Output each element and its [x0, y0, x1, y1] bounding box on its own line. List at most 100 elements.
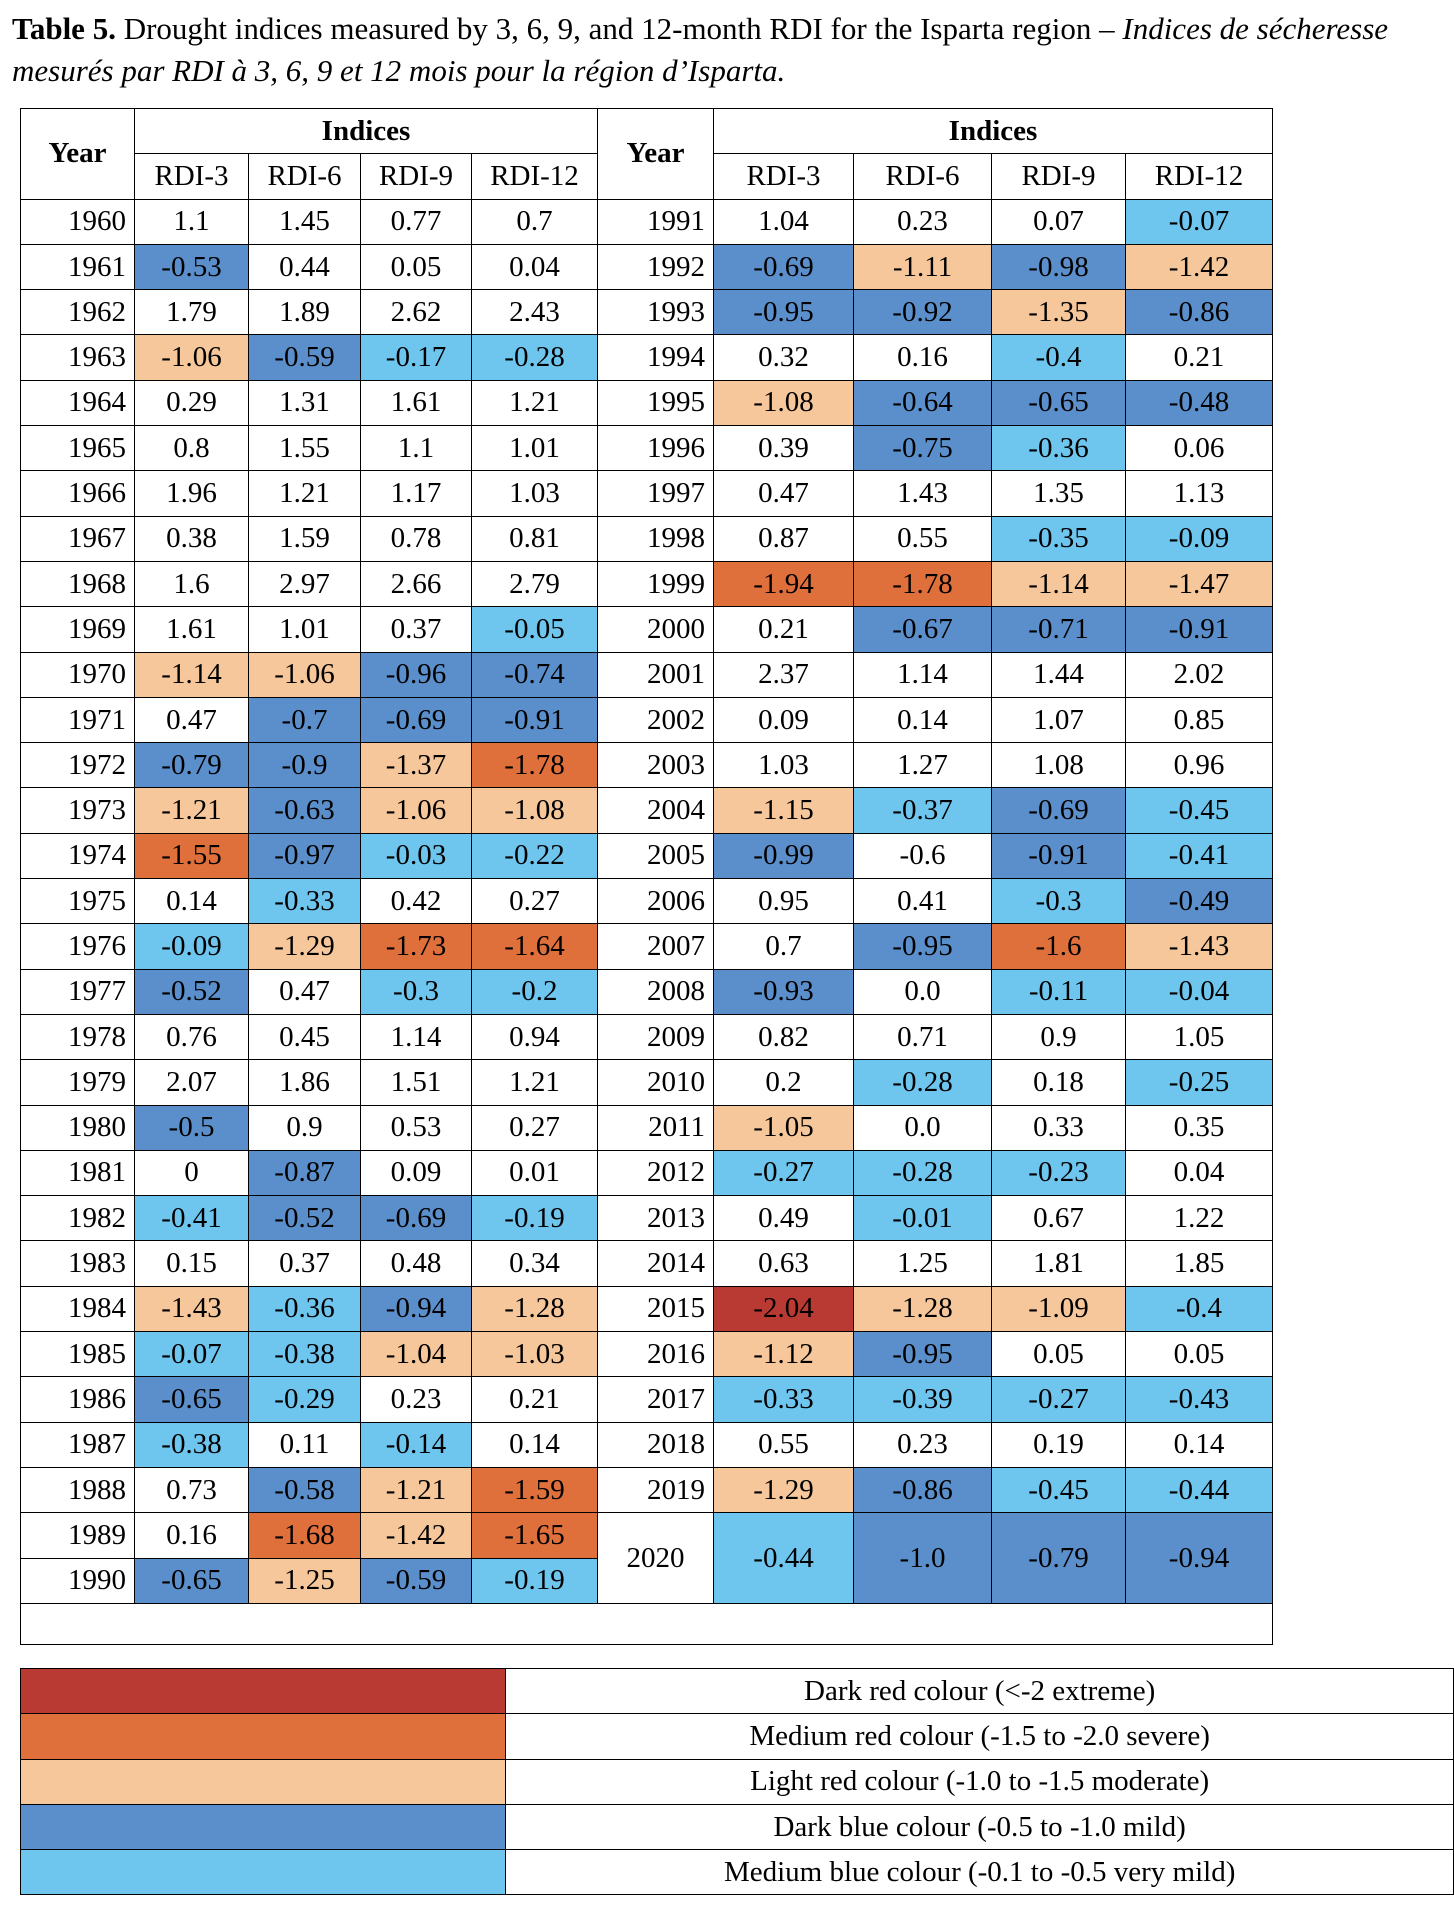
rdi-value-cell: 2.37 — [713, 651, 854, 698]
rdi-value-cell: 0.33 — [991, 1104, 1126, 1151]
rdi-value-cell: 0.23 — [360, 1376, 472, 1423]
legend-row: Medium blue colour (-0.1 to -0.5 very mi… — [19, 1849, 1454, 1896]
table-row: 1961 -0.53 0.44 0.05 0.04 1992 -0.69 -1.11 -0.98… — [20, 243, 1273, 291]
rdi-value-cell: -0.3 — [991, 878, 1126, 925]
year-cell: 1988 — [20, 1466, 135, 1514]
rdi-value-cell: 1.96 — [134, 470, 249, 517]
rdi-value-cell: -0.09 — [134, 923, 249, 970]
legend-swatch — [19, 1713, 507, 1760]
year-cell: 1960 — [20, 198, 135, 245]
legend-label: Medium red colour (-1.5 to -2.0 severe) — [505, 1713, 1454, 1760]
year-cell: 2009 — [597, 1013, 714, 1061]
rdi-value-cell: 0.81 — [471, 515, 598, 562]
rdi-value-cell: 0.16 — [853, 334, 992, 381]
rdi-value-cell: -0.94 — [360, 1285, 472, 1333]
rdi-value-cell: 0.29 — [134, 379, 249, 427]
year-header-right: Year — [597, 108, 714, 200]
rdi-value-cell: 1.08 — [991, 742, 1126, 789]
table-row: 1970 -1.14 -1.06 -0.96 -0.74 2001 2.37 1.14 1.44… — [20, 651, 1273, 698]
rdi-value-cell: -0.45 — [1125, 787, 1273, 834]
table-row: 1985 -0.07 -0.38 -1.04 -1.03 2016 -1.12 -0.95 0.… — [20, 1331, 1273, 1378]
col-header-rdi-9-right: RDI-9 — [991, 153, 1126, 200]
table-row: 1988 0.73 -0.58 -1.21 -1.59 2019 -1.29 -0.86 -0.… — [20, 1466, 1273, 1514]
rdi-value-cell: -0.91 — [991, 832, 1126, 880]
rdi-value-cell: -0.86 — [853, 1466, 992, 1514]
year-cell: 1974 — [20, 832, 135, 880]
rdi-value-cell: -0.87 — [248, 1149, 361, 1197]
year-cell: 1961 — [20, 243, 135, 291]
rdi-table: Year Indices Year Indices RDI-3 RDI-6 RD… — [20, 107, 1273, 1645]
table-row: 1984 -1.43 -0.36 -0.94 -1.28 2015 -2.04 -1.28 -1… — [20, 1285, 1273, 1333]
year-cell: 2008 — [597, 968, 714, 1015]
year-cell: 2011 — [597, 1104, 714, 1151]
legend-label: Dark blue colour (-0.5 to -1.0 mild) — [505, 1803, 1454, 1851]
rdi-value-cell: 1.1 — [134, 198, 249, 245]
rdi-value-cell: 0.19 — [991, 1421, 1126, 1468]
year-cell: 2010 — [597, 1059, 714, 1106]
rdi-value-cell: -0.28 — [853, 1149, 992, 1197]
year-cell: 1965 — [20, 425, 135, 472]
rdi-value-cell: -0.44 — [713, 1512, 854, 1604]
legend-row: Dark blue colour (-0.5 to -1.0 mild) — [19, 1803, 1454, 1851]
year-cell: 2007 — [597, 923, 714, 970]
rdi-value-cell: 0.49 — [713, 1195, 854, 1242]
rdi-value-cell: -0.39 — [853, 1376, 992, 1423]
table-row: 1975 0.14 -0.33 0.42 0.27 2006 0.95 0.41 -0.3 -0.… — [20, 878, 1273, 925]
rdi-value-cell: 1.51 — [360, 1059, 472, 1106]
legend-label: Medium blue colour (-0.1 to -0.5 very mi… — [505, 1849, 1454, 1896]
year-cell: 1970 — [20, 651, 135, 698]
year-cell: 1987 — [20, 1421, 135, 1468]
header-row-2: RDI-3 RDI-6 RDI-9 RDI-12 RDI-3 RDI-6 RDI… — [21, 153, 1273, 200]
table-body: 1960 1.1 1.45 0.77 0.7 1991 1.04 0.23 0.07 -0.07 1… — [20, 198, 1273, 1645]
rdi-value-cell: 0.96 — [1125, 742, 1273, 789]
rdi-value-cell: -0.65 — [991, 379, 1126, 427]
rdi-value-cell: -0.17 — [360, 334, 472, 381]
rdi-value-cell: 0.32 — [713, 334, 854, 381]
year-cell: 1962 — [20, 289, 135, 336]
rdi-value-cell: 0.95 — [713, 878, 854, 925]
rdi-value-cell: 0.7 — [713, 923, 854, 970]
rdi-value-cell: 2.97 — [248, 560, 361, 608]
year-cell: 1964 — [20, 379, 135, 427]
table-row: 1981 0 -0.87 0.09 0.01 2012 -0.27 -0.28 -0.23 0.0… — [20, 1149, 1273, 1197]
rdi-value-cell: -1.05 — [713, 1104, 854, 1151]
year-cell: 1992 — [597, 243, 714, 291]
rdi-value-cell: 0.23 — [853, 1421, 992, 1468]
rdi-value-cell: 0.2 — [713, 1059, 854, 1106]
rdi-value-cell: 0.27 — [471, 1104, 598, 1151]
rdi-value-cell: 0.94 — [471, 1013, 598, 1061]
table-row: 1966 1.96 1.21 1.17 1.03 1997 0.47 1.43 1.35 1.13 — [20, 470, 1273, 517]
rdi-value-cell: 2.79 — [471, 560, 598, 608]
rdi-value-cell: -0.27 — [991, 1376, 1126, 1423]
rdi-value-cell: -0.38 — [134, 1421, 249, 1468]
rdi-value-cell: 0.87 — [713, 515, 854, 562]
rdi-value-cell: -0.14 — [360, 1421, 472, 1468]
year-cell: 1967 — [20, 515, 135, 562]
rdi-value-cell: 0 — [134, 1149, 249, 1197]
rdi-value-cell: 2.66 — [360, 560, 472, 608]
rdi-value-cell: 1.55 — [248, 425, 361, 472]
rdi-value-cell: -0.4 — [1125, 1285, 1273, 1333]
rdi-value-cell: 0.48 — [360, 1240, 472, 1287]
rdi-value-cell: -0.11 — [991, 968, 1126, 1015]
rdi-value-cell: 0.76 — [134, 1013, 249, 1061]
table-row: 1973 -1.21 -0.63 -1.06 -1.08 2004 -1.15 -0.37 -0… — [20, 787, 1273, 834]
rdi-value-cell: -0.95 — [713, 289, 854, 336]
legend-swatch — [19, 1667, 507, 1715]
caption-english: Drought indices measured by 3, 6, 9, and… — [123, 11, 1123, 46]
rdi-value-cell: -0.69 — [360, 1195, 472, 1242]
year-cell: 2002 — [597, 696, 714, 744]
rdi-value-cell: 0.21 — [713, 606, 854, 653]
rdi-value-cell: -0.36 — [991, 425, 1126, 472]
table-caption: Table 5. Drought indices measured by 3, … — [12, 8, 1432, 92]
rdi-value-cell: 1.59 — [248, 515, 361, 562]
year-cell: 2016 — [597, 1331, 714, 1378]
rdi-value-cell: -0.03 — [360, 832, 472, 880]
table-row: 1963 -1.06 -0.59 -0.17 -0.28 1994 0.32 0.16 -0.4… — [20, 334, 1273, 381]
rdi-value-cell: -0.04 — [1125, 968, 1273, 1015]
rdi-value-cell: -0.53 — [134, 243, 249, 291]
rdi-value-cell: -0.79 — [134, 742, 249, 789]
rdi-value-cell: 1.61 — [360, 379, 472, 427]
spacer-cell — [20, 1602, 1273, 1645]
year-cell: 2019 — [597, 1466, 714, 1514]
